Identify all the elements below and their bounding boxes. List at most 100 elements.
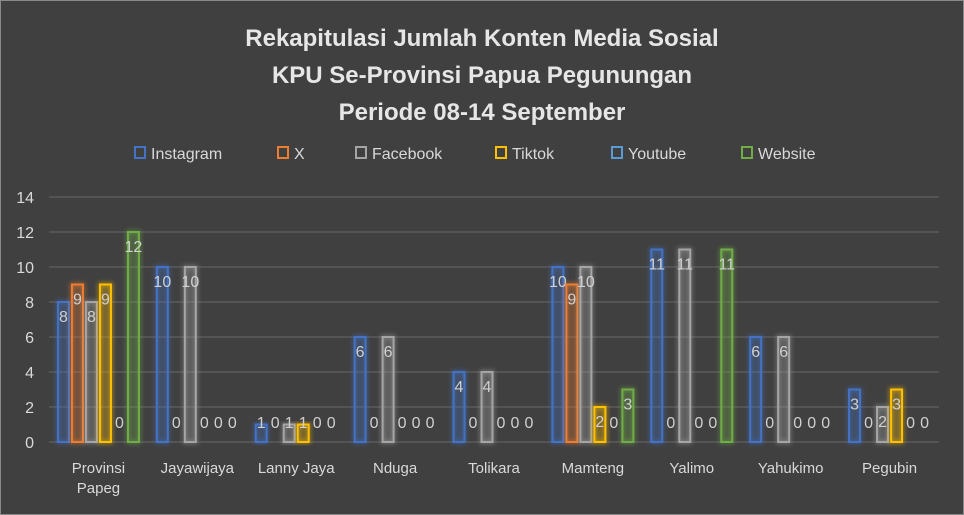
legend-swatch: [741, 146, 753, 159]
y-tick-label: 8: [25, 295, 34, 312]
bar-facebook: [381, 336, 395, 443]
data-label: 0: [271, 415, 280, 432]
bar-instagram: [452, 371, 466, 443]
data-label: 0: [920, 415, 929, 432]
data-label: 4: [455, 379, 464, 396]
legend-label: Youtube: [628, 146, 686, 163]
data-label: 12: [125, 239, 143, 256]
data-label: 6: [751, 344, 760, 361]
data-label: 2: [878, 414, 887, 431]
legend-swatch: [355, 146, 367, 159]
data-label: 0: [426, 415, 435, 432]
bar-instagram: [254, 423, 268, 443]
bar-instagram: [749, 336, 763, 443]
x-tick-label: Papeg: [77, 480, 120, 497]
y-tick-label: 14: [16, 190, 34, 207]
data-label: 0: [327, 415, 336, 432]
chart-title: Rekapitulasi Jumlah Konten Media Sosial …: [0, 20, 964, 131]
data-label: 0: [313, 415, 322, 432]
data-label: 3: [892, 397, 901, 414]
bar-website: [126, 231, 140, 443]
legend-label: Website: [758, 146, 816, 163]
data-label: 11: [718, 257, 735, 274]
bar-facebook: [579, 266, 593, 443]
x-tick-label: Nduga: [373, 460, 418, 477]
data-label: 0: [609, 415, 618, 432]
bar-instagram: [650, 248, 664, 443]
data-label: 0: [821, 415, 830, 432]
data-label: 4: [483, 379, 492, 396]
y-tick-label: 12: [16, 225, 34, 242]
x-tick-label: Pegubin: [862, 460, 917, 477]
data-label: 10: [181, 274, 199, 291]
data-label: 9: [101, 292, 110, 309]
bar-x: [565, 283, 579, 443]
data-label: 0: [469, 415, 478, 432]
data-label: 11: [648, 257, 665, 274]
legend-swatch: [277, 146, 289, 159]
legend-label: Instagram: [151, 146, 222, 163]
title-line-2: KPU Se-Provinsi Papua Pegunungan: [271, 62, 693, 89]
bar-facebook: [678, 248, 692, 443]
data-label: 0: [906, 415, 915, 432]
bar-x: [70, 283, 84, 443]
title-line-1: Rekapitulasi Jumlah Konten Media Sosial: [245, 25, 719, 52]
bar-tiktok: [98, 283, 112, 443]
legend-label: Facebook: [372, 146, 443, 163]
x-tick-label: Yalimo: [669, 460, 714, 477]
legend-label: Tiktok: [512, 146, 555, 163]
bar-tiktok: [890, 388, 904, 443]
bar-instagram: [56, 301, 70, 443]
y-tick-label: 4: [25, 365, 34, 382]
legend-swatch: [134, 146, 146, 159]
data-label: 6: [356, 344, 365, 361]
legend-label: X: [294, 146, 305, 163]
data-label: 2: [595, 414, 604, 431]
data-label: 10: [549, 274, 567, 291]
bar-website: [720, 248, 734, 443]
data-label: 1: [257, 415, 266, 432]
data-label: 0: [412, 415, 421, 432]
bar-instagram: [353, 336, 367, 443]
bar-tiktok: [296, 423, 310, 443]
data-label: 1: [299, 415, 308, 432]
bar-instagram: [155, 266, 169, 443]
bar-facebook: [876, 406, 890, 443]
legend-swatch: [611, 146, 623, 159]
x-tick-label: Mamteng: [562, 460, 625, 477]
data-label: 6: [384, 344, 393, 361]
bar-website: [621, 388, 635, 443]
y-tick-label: 0: [25, 435, 34, 452]
data-label: 0: [497, 415, 506, 432]
legend-swatch: [495, 146, 507, 159]
data-label: 3: [623, 397, 632, 414]
data-label: 8: [59, 309, 68, 326]
data-label: 0: [666, 415, 675, 432]
y-tick-label: 2: [25, 400, 34, 417]
data-label: 0: [807, 415, 816, 432]
data-label: 0: [694, 415, 703, 432]
x-tick-label: Jayawijaya: [161, 460, 235, 477]
data-label: 0: [370, 415, 379, 432]
title-line-3: Periode 08-14 September: [338, 99, 626, 126]
data-label: 0: [214, 415, 223, 432]
y-tick-label: 6: [25, 330, 34, 347]
data-label: 0: [511, 415, 520, 432]
data-label: 10: [153, 274, 171, 291]
bar-facebook: [777, 336, 791, 443]
bar-facebook: [480, 371, 494, 443]
data-label: 11: [676, 257, 693, 274]
data-label: 1: [285, 415, 294, 432]
data-label: 10: [577, 274, 595, 291]
x-tick-label: Tolikara: [468, 460, 520, 477]
data-label: 0: [525, 415, 534, 432]
data-label: 9: [567, 292, 576, 309]
data-label: 0: [708, 415, 717, 432]
data-label: 9: [73, 292, 82, 309]
x-tick-label: Provinsi: [72, 460, 125, 477]
x-tick-label: Yahukimo: [758, 460, 824, 477]
data-label: 0: [172, 415, 181, 432]
bar-facebook: [282, 423, 296, 443]
bar-facebook: [84, 301, 98, 443]
